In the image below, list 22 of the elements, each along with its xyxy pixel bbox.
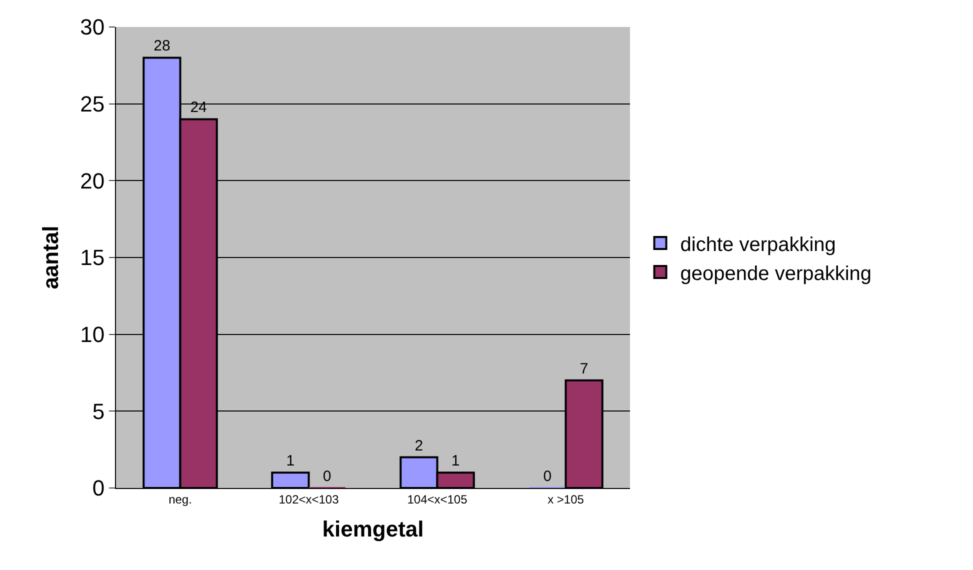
y-tick-label: 20 xyxy=(80,168,105,194)
data-label: 28 xyxy=(154,38,170,55)
data-label: 2 xyxy=(414,437,424,454)
data-label: 0 xyxy=(322,468,332,485)
data-label: 0 xyxy=(543,468,552,485)
data-label: 1 xyxy=(286,452,295,470)
data-label: 1 xyxy=(451,452,460,470)
y-tick-label: 30 xyxy=(80,14,105,40)
y-axis-title: aantal xyxy=(38,226,63,290)
data-label: 7 xyxy=(580,360,588,378)
y-tick-label: 25 xyxy=(80,92,105,117)
y-tick-label: 10 xyxy=(80,322,105,348)
y-tick-label: 0 xyxy=(92,476,105,501)
y-tick-label: 15 xyxy=(80,245,105,270)
x-tick-label: 104<x<105 xyxy=(407,492,468,506)
x-tick-label: 102<x<103 xyxy=(278,492,340,506)
y-tick-label: 5 xyxy=(92,398,105,424)
x-tick-label: neg. xyxy=(168,492,192,506)
legend-label: geopende verpakking xyxy=(680,262,872,285)
x-tick-label: x >105 xyxy=(548,492,584,506)
legend-label: dichte verpakking xyxy=(680,234,836,256)
x-axis-title: kiemgetal xyxy=(322,516,424,542)
